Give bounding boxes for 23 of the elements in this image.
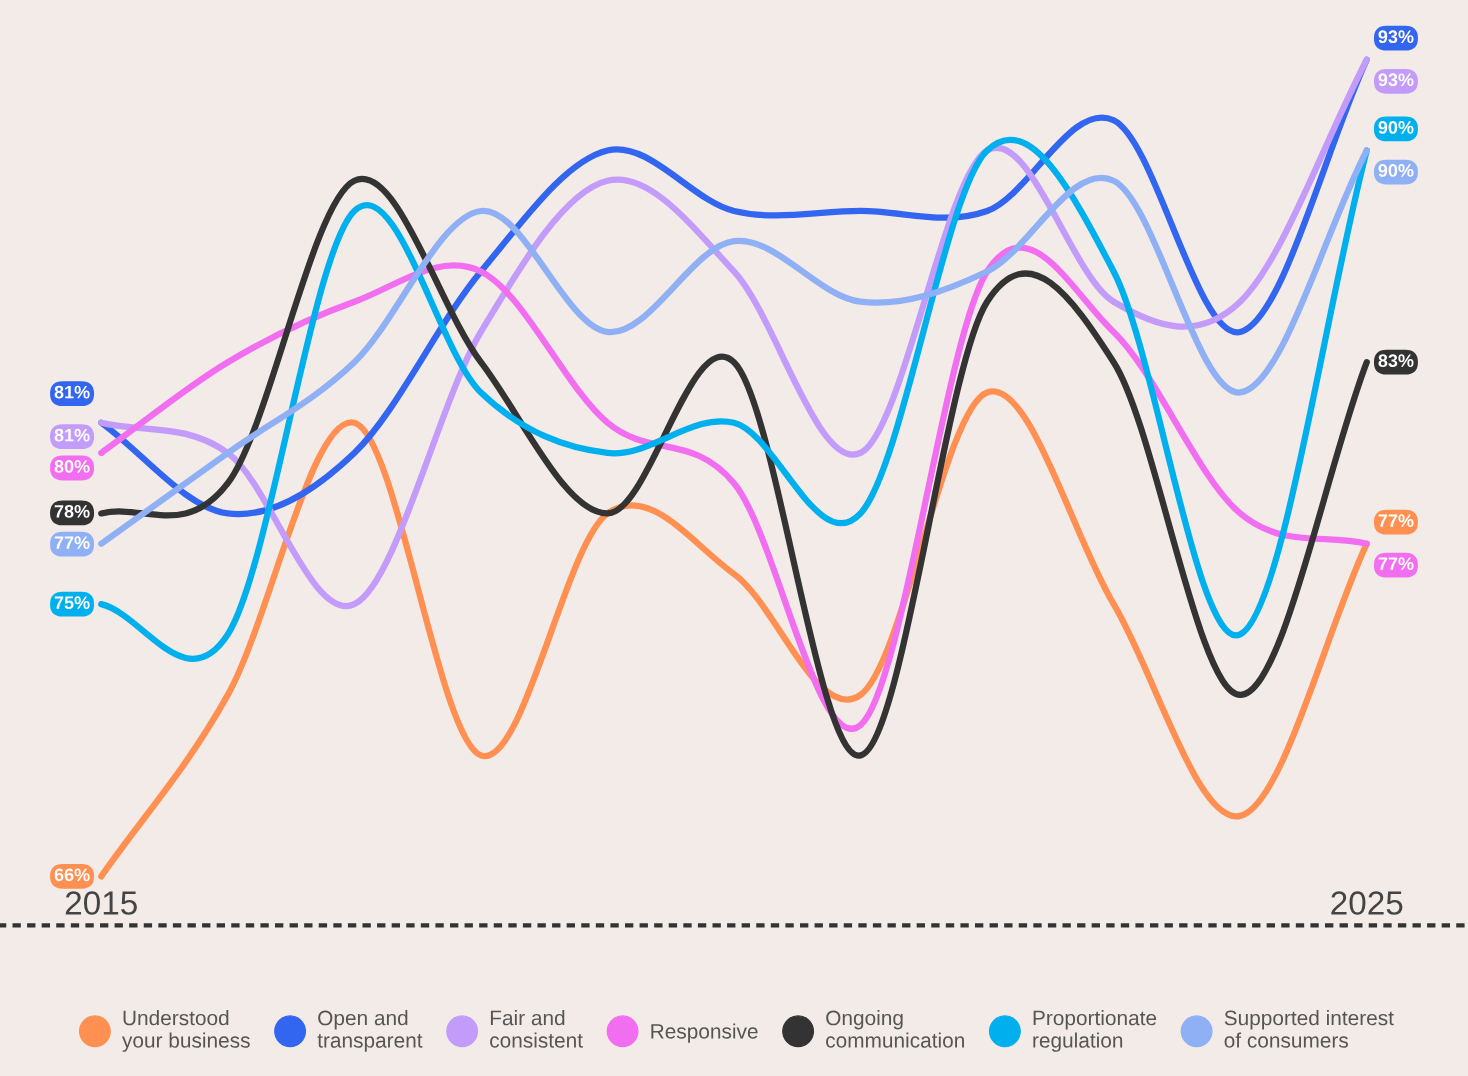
data-label: 93%: [1378, 73, 1414, 87]
data-label: 75%: [54, 596, 90, 610]
data-label: 90%: [1378, 121, 1414, 134]
legend-label: Open and transparent: [317, 1010, 423, 1052]
data-label: 90%: [1378, 164, 1414, 177]
data-label: 80%: [54, 460, 90, 473]
legend-label: Supported interest of consumers: [1224, 1010, 1394, 1048]
data-label: 81%: [54, 428, 90, 442]
x-tick-label: 2015: [65, 891, 137, 915]
legend-label: Understood your business: [122, 1010, 250, 1052]
data-label: 77%: [54, 536, 90, 550]
x-tick-label: 2025: [1331, 891, 1403, 915]
data-label: 81%: [54, 385, 90, 399]
legend-label: Fair and consistent: [490, 1010, 583, 1048]
data-label: 77%: [1378, 514, 1414, 527]
data-label: 77%: [1378, 557, 1414, 571]
data-label: 66%: [54, 868, 90, 882]
data-label: 83%: [1378, 354, 1414, 368]
legend-label: Responsive: [651, 1023, 758, 1043]
legend-label: Proportionate regulation: [1033, 1010, 1157, 1052]
legend-label: Ongoing communication: [826, 1010, 964, 1048]
data-label: 78%: [54, 504, 90, 518]
data-label: 93%: [1378, 30, 1414, 44]
